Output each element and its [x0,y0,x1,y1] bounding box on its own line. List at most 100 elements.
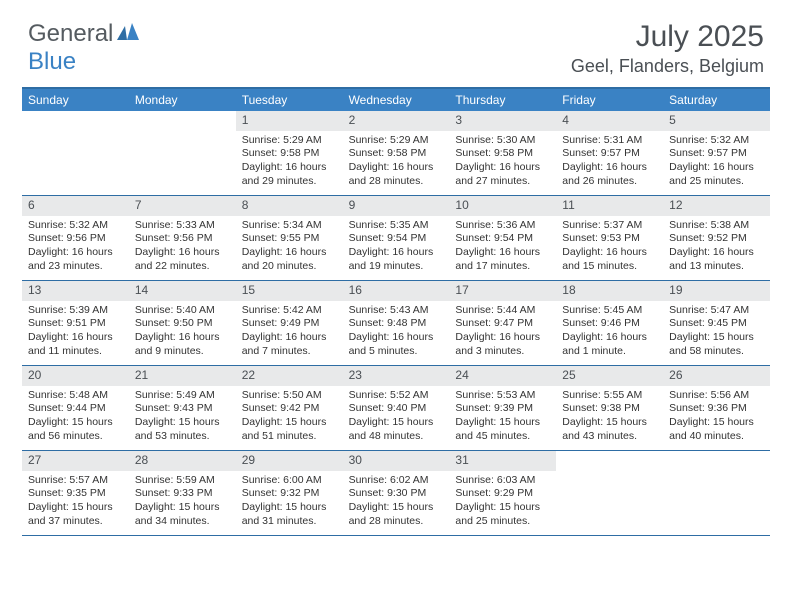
day-cell: 1Sunrise: 5:29 AMSunset: 9:58 PMDaylight… [236,111,343,195]
day-body: Sunrise: 5:38 AMSunset: 9:52 PMDaylight:… [663,216,770,278]
day-cell: 16Sunrise: 5:43 AMSunset: 9:48 PMDayligh… [343,281,450,365]
day-number: 1 [236,111,343,131]
sunset-text: Sunset: 9:47 PM [455,317,550,331]
day-number: 14 [129,281,236,301]
sunrise-text: Sunrise: 5:45 AM [562,304,657,318]
sunrise-text: Sunrise: 5:30 AM [455,134,550,148]
day-cell: 24Sunrise: 5:53 AMSunset: 9:39 PMDayligh… [449,366,556,450]
day-number: 20 [22,366,129,386]
sunrise-text: Sunrise: 5:29 AM [349,134,444,148]
sunset-text: Sunset: 9:29 PM [455,487,550,501]
day-cell: 25Sunrise: 5:55 AMSunset: 9:38 PMDayligh… [556,366,663,450]
day-cell: 29Sunrise: 6:00 AMSunset: 9:32 PMDayligh… [236,451,343,535]
sunset-text: Sunset: 9:53 PM [562,232,657,246]
weekday-header: Wednesday [343,89,450,111]
weeks-container: 1Sunrise: 5:29 AMSunset: 9:58 PMDaylight… [22,111,770,536]
day-body: Sunrise: 5:34 AMSunset: 9:55 PMDaylight:… [236,216,343,278]
daylight-text: and 7 minutes. [242,345,337,359]
day-cell: 26Sunrise: 5:56 AMSunset: 9:36 PMDayligh… [663,366,770,450]
sunrise-text: Sunrise: 5:34 AM [242,219,337,233]
day-number: 11 [556,196,663,216]
day-cell: 21Sunrise: 5:49 AMSunset: 9:43 PMDayligh… [129,366,236,450]
daylight-text: and 37 minutes. [28,515,123,529]
day-cell: 31Sunrise: 6:03 AMSunset: 9:29 PMDayligh… [449,451,556,535]
daylight-text: and 1 minute. [562,345,657,359]
day-cell: 18Sunrise: 5:45 AMSunset: 9:46 PMDayligh… [556,281,663,365]
sunrise-text: Sunrise: 5:53 AM [455,389,550,403]
sunrise-text: Sunrise: 5:37 AM [562,219,657,233]
daylight-text: Daylight: 15 hours [242,416,337,430]
sunset-text: Sunset: 9:43 PM [135,402,230,416]
daylight-text: Daylight: 16 hours [562,331,657,345]
daylight-text: Daylight: 16 hours [135,331,230,345]
day-number: 2 [343,111,450,131]
day-cell: 14 Sunrise: 5:40 AMSunset: 9:50 PMDayligh… [129,281,236,365]
day-body: Sunrise: 5:33 AMSunset: 9:56 PMDaylight:… [129,216,236,278]
day-cell: 23Sunrise: 5:52 AMSunset: 9:40 PMDayligh… [343,366,450,450]
sunset-text: Sunset: 9:35 PM [28,487,123,501]
sunrise-text: Sunrise: 6:03 AM [455,474,550,488]
sunset-text: Sunset: 9:46 PM [562,317,657,331]
daylight-text: and 45 minutes. [455,430,550,444]
day-body: Sunrise: 5:44 AMSunset: 9:47 PMDaylight:… [449,301,556,363]
sunset-text: Sunset: 9:36 PM [669,402,764,416]
day-cell: 13Sunrise: 5:39 AMSunset: 9:51 PMDayligh… [22,281,129,365]
daylight-text: Daylight: 15 hours [135,416,230,430]
daylight-text: Daylight: 16 hours [28,246,123,260]
daylight-text: and 25 minutes. [455,515,550,529]
day-body: Sunrise: 5:45 AMSunset: 9:46 PMDaylight:… [556,301,663,363]
daylight-text: Daylight: 16 hours [455,246,550,260]
day-number: 27 [22,451,129,471]
sunrise-text: Sunrise: 5:32 AM [28,219,123,233]
day-number: 12 [663,196,770,216]
day-cell: 12Sunrise: 5:38 AMSunset: 9:52 PMDayligh… [663,196,770,280]
daylight-text: and 23 minutes. [28,260,123,274]
sunrise-text: Sunrise: 5:47 AM [669,304,764,318]
day-number: 24 [449,366,556,386]
sunrise-text: Sunrise: 5:48 AM [28,389,123,403]
daylight-text: Daylight: 16 hours [242,331,337,345]
sunrise-text: Sunrise: 6:00 AM [242,474,337,488]
sunset-text: Sunset: 9:51 PM [28,317,123,331]
day-number: 18 [556,281,663,301]
daylight-text: Daylight: 15 hours [455,416,550,430]
day-number: 21 [129,366,236,386]
day-number: 10 [449,196,556,216]
sunrise-text: Sunrise: 5:50 AM [242,389,337,403]
daylight-text: and 22 minutes. [135,260,230,274]
day-number: 7 [129,196,236,216]
day-cell: 11Sunrise: 5:37 AMSunset: 9:53 PMDayligh… [556,196,663,280]
sunset-text: Sunset: 9:33 PM [135,487,230,501]
day-number [556,451,663,471]
day-number: 5 [663,111,770,131]
day-number: 25 [556,366,663,386]
sunrise-text: Sunrise: 5:43 AM [349,304,444,318]
day-cell: 15Sunrise: 5:42 AMSunset: 9:49 PMDayligh… [236,281,343,365]
sunrise-text: Sunrise: 5:32 AM [669,134,764,148]
day-body: Sunrise: 5:53 AMSunset: 9:39 PMDaylight:… [449,386,556,448]
day-body: Sunrise: 5:39 AMSunset: 9:51 PMDaylight:… [22,301,129,363]
daylight-text: and 19 minutes. [349,260,444,274]
daylight-text: and 34 minutes. [135,515,230,529]
sunset-text: Sunset: 9:32 PM [242,487,337,501]
day-number [22,111,129,131]
sunrise-text: Sunrise: 5:31 AM [562,134,657,148]
sunrise-text: Sunrise: 5:40 AM [135,304,230,318]
logo-text-general: General [28,20,113,48]
day-body: Sunrise: 5:37 AMSunset: 9:53 PMDaylight:… [556,216,663,278]
month-title: July 2025 [571,20,764,54]
day-cell: 10Sunrise: 5:36 AMSunset: 9:54 PMDayligh… [449,196,556,280]
sunset-text: Sunset: 9:49 PM [242,317,337,331]
sunrise-text: Sunrise: 5:36 AM [455,219,550,233]
daylight-text: Daylight: 15 hours [349,416,444,430]
daylight-text: Daylight: 16 hours [28,331,123,345]
daylight-text: and 29 minutes. [242,175,337,189]
day-number: 16 [343,281,450,301]
day-number [663,451,770,471]
sunset-text: Sunset: 9:40 PM [349,402,444,416]
sunset-text: Sunset: 9:50 PM [135,317,230,331]
day-cell: 28Sunrise: 5:59 AMSunset: 9:33 PMDayligh… [129,451,236,535]
daylight-text: and 43 minutes. [562,430,657,444]
day-body: Sunrise: 6:03 AMSunset: 9:29 PMDaylight:… [449,471,556,533]
title-block: July 2025 Geel, Flanders, Belgium [571,20,764,77]
